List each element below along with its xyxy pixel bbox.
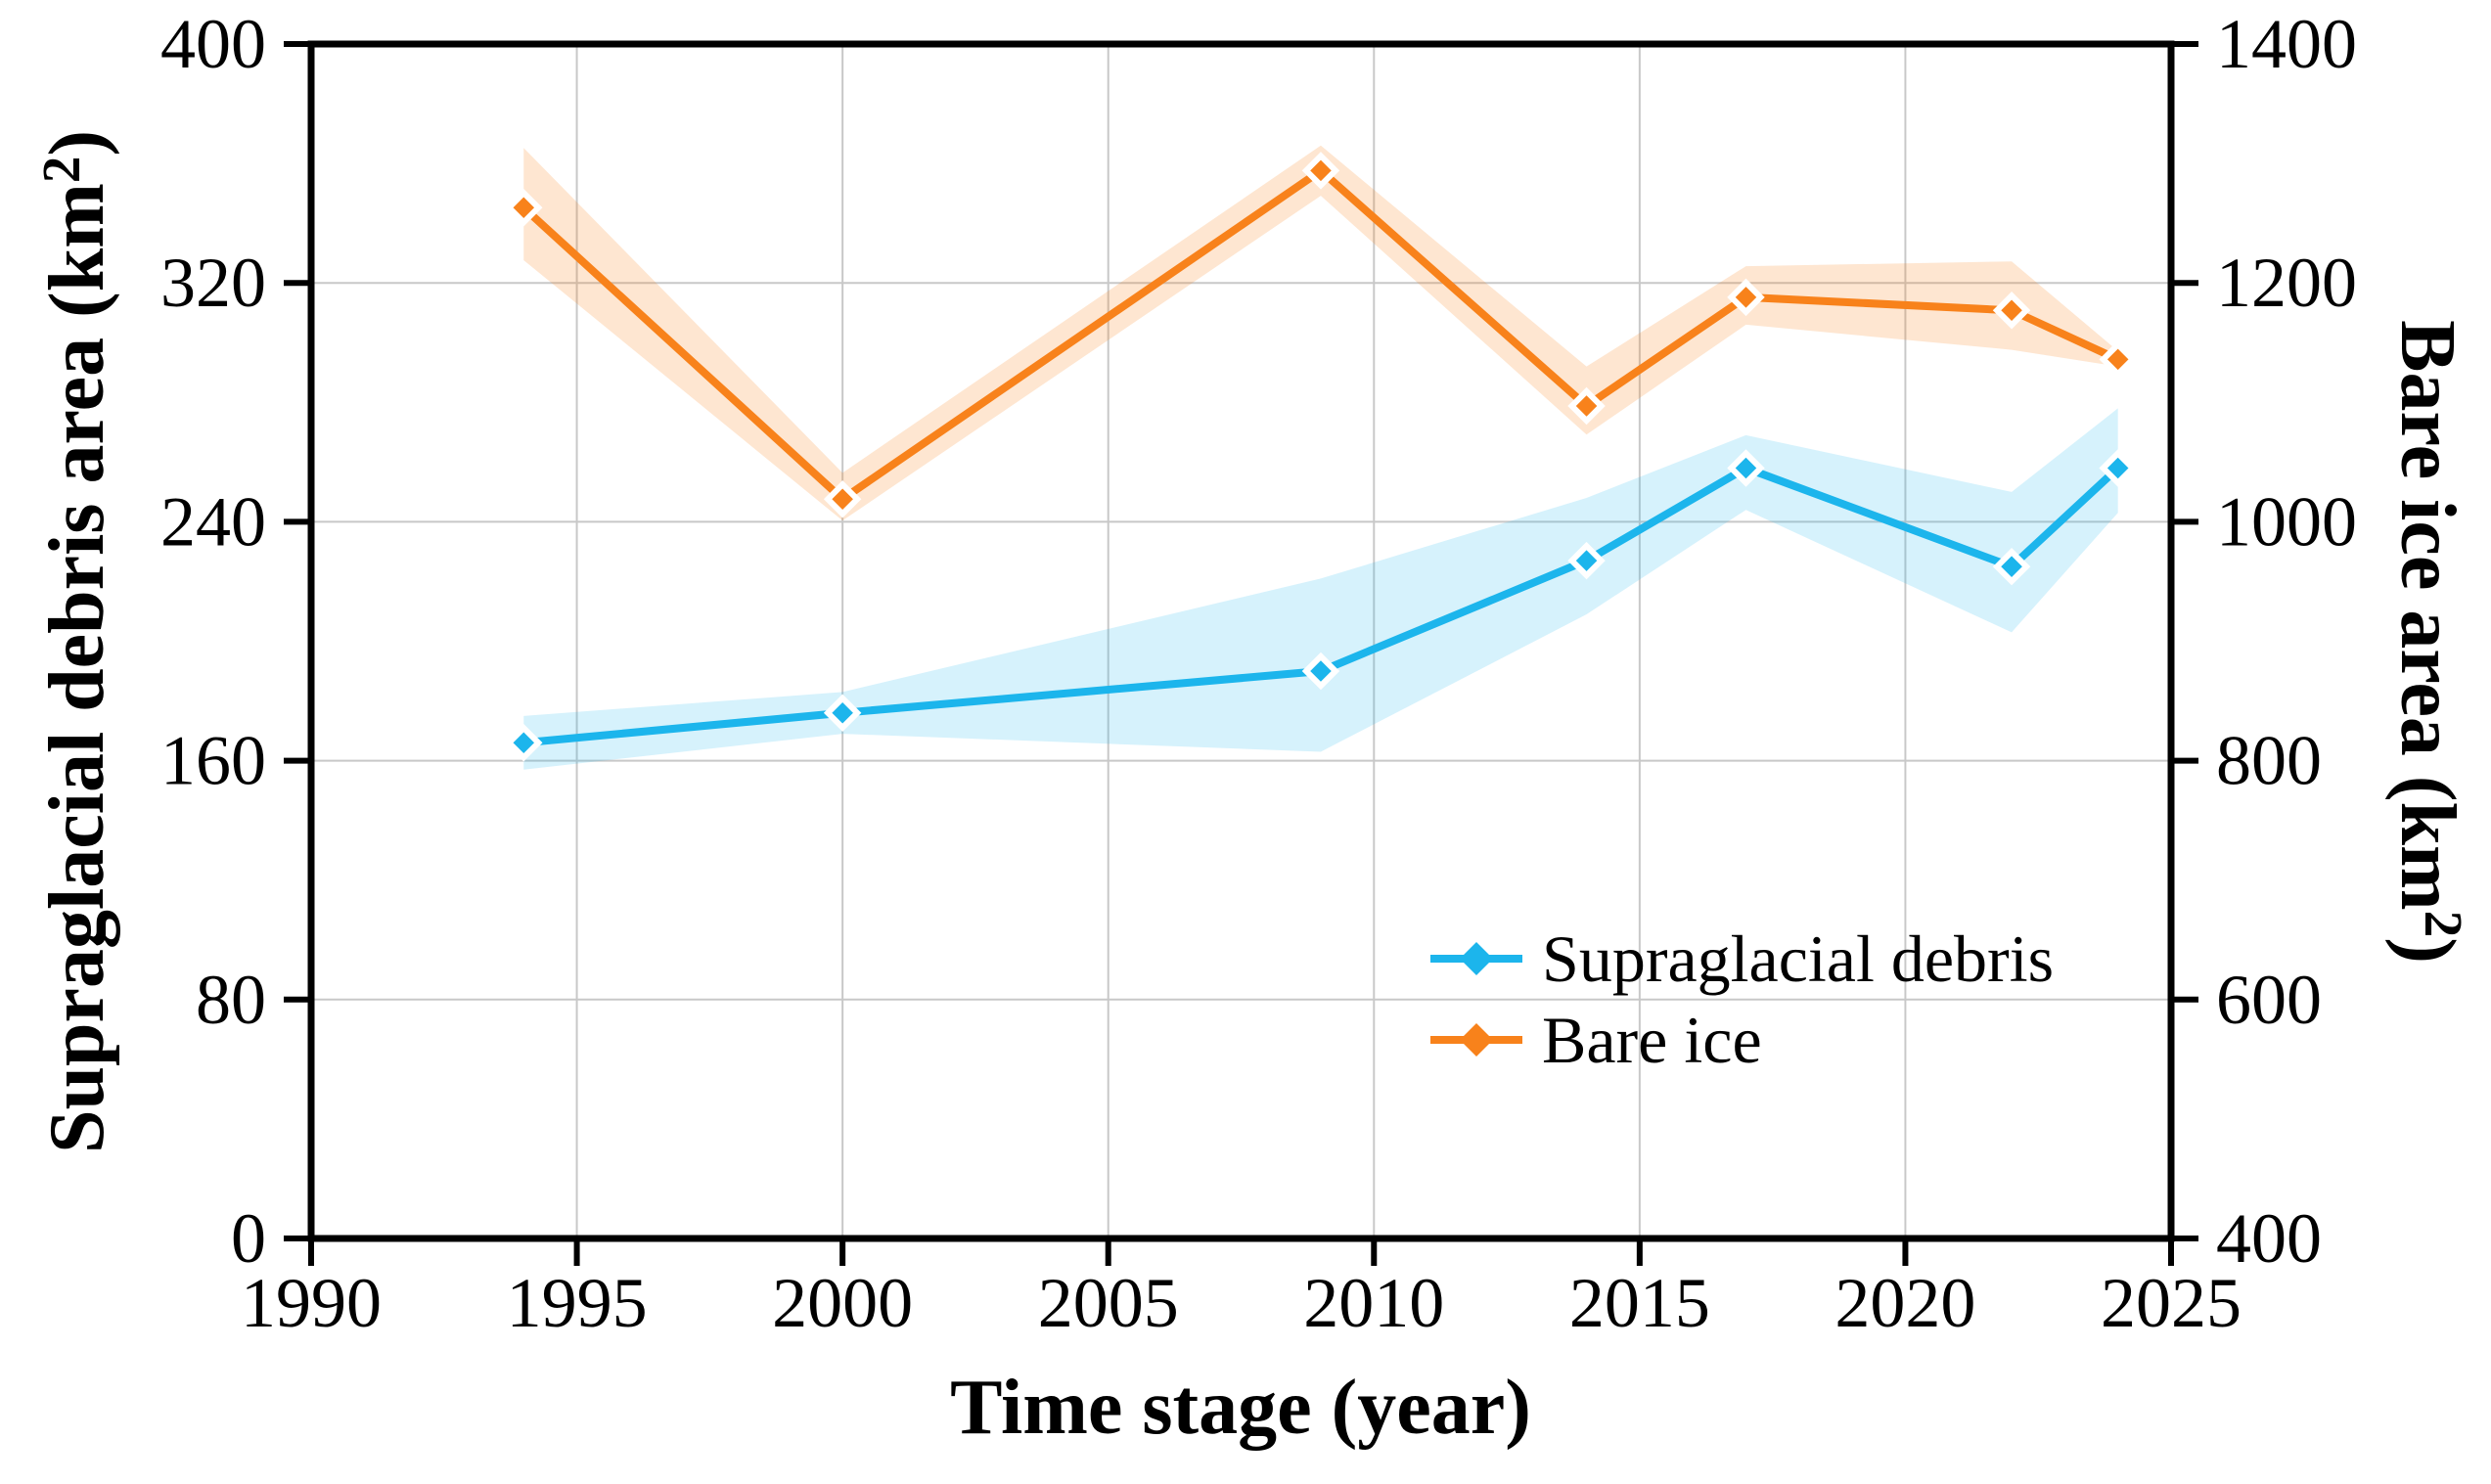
legend-diamond-icon-debris [1460,942,1493,975]
supraglacial-debris-data-point-2024 [2099,449,2137,487]
plot-border [307,40,2175,1242]
x-tick-label-2015: 2015 [1569,1264,1710,1342]
tick-labels-layer: 1990 1995 2000 2005 2010 2015 2020 2025 0 80 160 24… [160,5,2357,1342]
supraglacial-debris-data-point-1994 [505,724,543,762]
x-tick-label-2000: 2000 [772,1264,913,1342]
legend-diamond-icon-bare-ice [1460,1023,1493,1057]
bare-ice-data-point-2009 [1301,152,1340,190]
legend: Supraglacial debris Bare ice [1430,922,2054,1077]
x-tick-label-2010: 2010 [1303,1264,1444,1342]
bare-ice-data-point-2000 [823,479,862,518]
bare-ice-uncertainty-band [523,145,2118,521]
y-left-tick-label-320: 320 [160,244,266,322]
y-right-tick-label-1400: 1400 [2216,5,2357,83]
gridlines-layer [311,44,2171,1238]
legend-item-bare-ice: Bare ice [1430,1003,1762,1077]
supraglacial-debris-data-point-2009 [1301,652,1340,691]
axes-layer [284,40,2198,1266]
y-axis-right-title: Bare ice area (km2) [2384,320,2473,964]
y-right-tick-label-800: 800 [2216,722,2322,800]
bare-ice-data-point-2024 [2099,340,2137,379]
x-axis-title: Time stage (year) [950,1365,1531,1451]
legend-label-bare-ice: Bare ice [1542,1003,1762,1077]
y-right-tick-label-1200: 1200 [2216,244,2357,322]
bare-ice-data-point-2017 [1727,278,1765,317]
supraglacial-debris-data-point-2017 [1727,449,1765,487]
y-right-tick-label-1000: 1000 [2216,482,2357,561]
x-tick-label-2025: 2025 [2101,1264,2242,1342]
y-left-tick-label-400: 400 [160,5,266,83]
supraglacial-debris-data-point-2022 [1992,547,2031,586]
x-tick-label-1990: 1990 [241,1264,382,1342]
bare-ice-data-point-2014 [1567,386,1606,426]
supraglacial-debris-data-point-2000 [823,694,862,733]
y-left-tick-label-0: 0 [231,1199,266,1278]
x-tick-label-2005: 2005 [1038,1264,1179,1342]
y-axis-left-title: Supraglacial debris area (km2) [31,130,120,1153]
y-right-tick-label-600: 600 [2216,961,2322,1039]
bare-ice-data-point-2022 [1992,292,2031,330]
y-left-tick-label-80: 80 [196,961,266,1039]
x-tick-label-2020: 2020 [1834,1264,1975,1342]
supraglacial-debris-uncertainty-band [523,408,2118,770]
x-tick-label-1995: 1995 [507,1264,648,1342]
legend-item-supraglacial-debris: Supraglacial debris [1430,922,2054,996]
uncertainty-bands-layer [523,145,2118,770]
y-right-tick-label-400: 400 [2216,1199,2322,1278]
y-left-tick-label-240: 240 [160,482,266,561]
bare-ice-data-point-1994 [505,189,543,227]
y-left-tick-label-160: 160 [160,722,266,800]
series-markers-layer [505,152,2137,762]
legend-label-debris: Supraglacial debris [1542,922,2054,996]
supraglacial-debris-data-point-2014 [1567,541,1606,580]
